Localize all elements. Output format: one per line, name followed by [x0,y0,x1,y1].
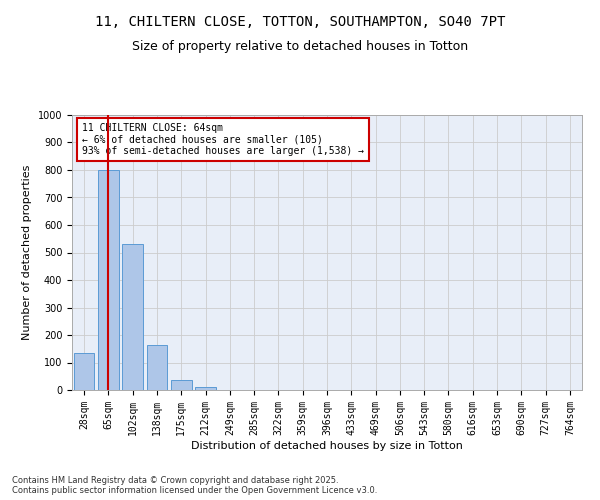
Bar [122,244,143,390]
Bar [195,386,216,390]
Bar [74,353,94,390]
Bar [98,170,119,390]
Text: 11 CHILTERN CLOSE: 64sqm
← 6% of detached houses are smaller (105)
93% of semi-d: 11 CHILTERN CLOSE: 64sqm ← 6% of detache… [82,123,364,156]
Bar [146,346,167,390]
Y-axis label: Number of detached properties: Number of detached properties [22,165,32,340]
Text: 11, CHILTERN CLOSE, TOTTON, SOUTHAMPTON, SO40 7PT: 11, CHILTERN CLOSE, TOTTON, SOUTHAMPTON,… [95,15,505,29]
X-axis label: Distribution of detached houses by size in Totton: Distribution of detached houses by size … [191,440,463,450]
Bar [171,380,191,390]
Text: Contains HM Land Registry data © Crown copyright and database right 2025.
Contai: Contains HM Land Registry data © Crown c… [12,476,377,495]
Text: Size of property relative to detached houses in Totton: Size of property relative to detached ho… [132,40,468,53]
